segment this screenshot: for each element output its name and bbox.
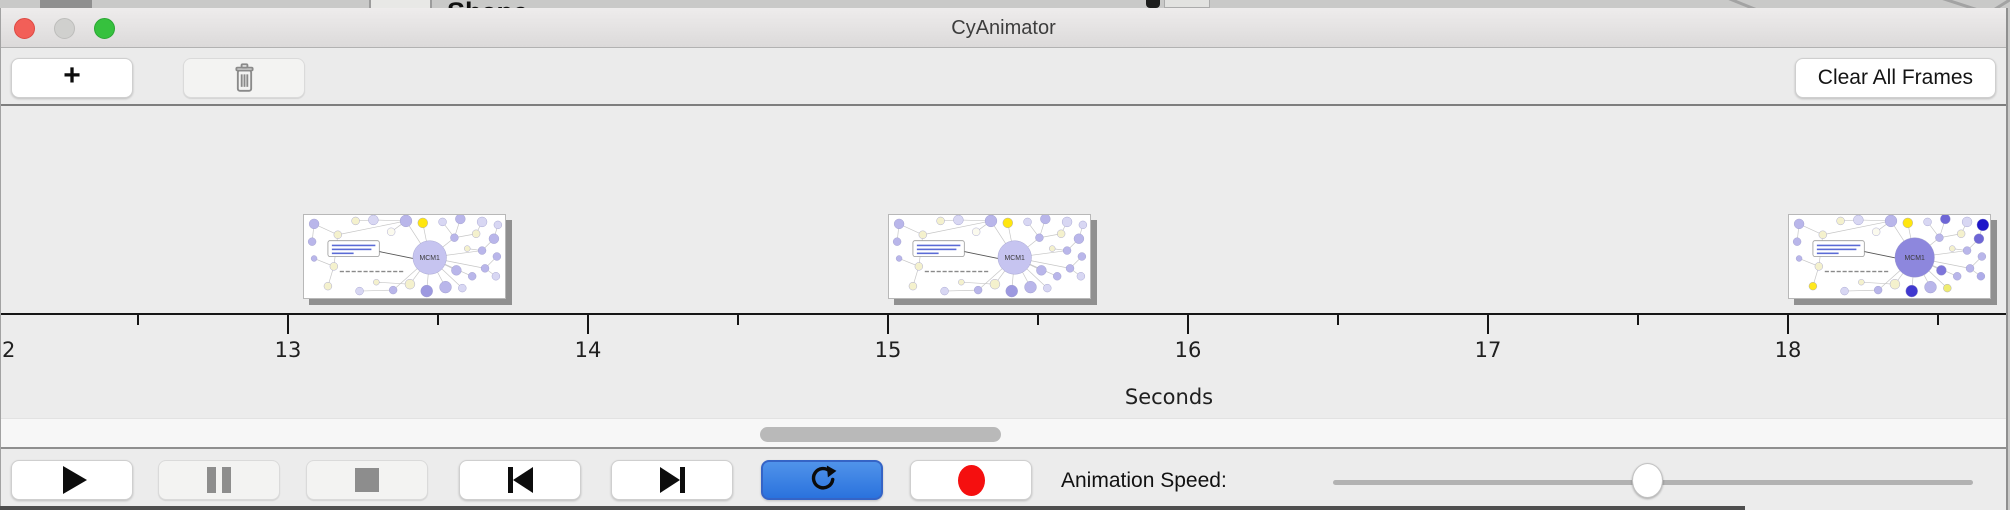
minimize-traffic-light[interactable] bbox=[54, 18, 75, 39]
svg-text:MCM1: MCM1 bbox=[1905, 255, 1925, 262]
svg-text:MCM1: MCM1 bbox=[1005, 255, 1025, 262]
timeline-scrollbar-track[interactable] bbox=[1, 418, 2006, 447]
timeline-axis bbox=[1, 313, 2006, 315]
tick-label: 18 bbox=[1774, 338, 1802, 362]
tick-label: 15 bbox=[874, 338, 902, 362]
frame-thumbnail[interactable]: MCM1 bbox=[303, 214, 506, 299]
tick-label: 13 bbox=[274, 338, 302, 362]
record-button[interactable] bbox=[910, 460, 1032, 500]
skip-to-end-icon bbox=[659, 467, 685, 493]
play-button[interactable] bbox=[11, 460, 133, 500]
minor-tick bbox=[1637, 315, 1639, 325]
minor-tick bbox=[1337, 315, 1339, 325]
play-icon bbox=[63, 466, 87, 494]
plus-icon: + bbox=[63, 59, 81, 92]
speed-slider-thumb[interactable] bbox=[1632, 463, 1663, 498]
tick-label: 14 bbox=[574, 338, 602, 362]
minor-tick bbox=[137, 315, 139, 325]
minor-tick bbox=[737, 315, 739, 325]
frame-thumbnail[interactable]: MCM1 bbox=[888, 214, 1091, 299]
animation-speed-label: Animation Speed: bbox=[1061, 469, 1227, 492]
major-tick bbox=[1187, 315, 1189, 334]
minor-tick bbox=[1037, 315, 1039, 325]
background-fragment bbox=[1164, 0, 1210, 8]
stop-button[interactable] bbox=[306, 460, 428, 500]
playback-controls: Animation Speed: bbox=[1, 447, 2006, 510]
partial-tick-label: 2 bbox=[2, 338, 16, 362]
major-tick bbox=[1787, 315, 1789, 334]
skip-to-end-button[interactable] bbox=[611, 460, 733, 500]
title-bar[interactable]: CyAnimator bbox=[1, 8, 2006, 48]
background-window-edge bbox=[0, 506, 1745, 510]
add-frame-button[interactable]: + bbox=[11, 58, 133, 98]
record-dot-icon bbox=[957, 464, 985, 496]
seconds-axis-label: Seconds bbox=[1124, 385, 1214, 409]
background-fragment bbox=[1146, 0, 1160, 8]
timeline-panel[interactable]: MCM1 MCM1 MCM1 13 14 15 16 17 18 2 Seconds bbox=[1, 108, 2006, 447]
loop-arrow-icon bbox=[811, 465, 837, 490]
skip-to-start-icon bbox=[507, 467, 533, 493]
major-tick bbox=[287, 315, 289, 334]
tick-label: 17 bbox=[1474, 338, 1502, 362]
zoom-traffic-light[interactable] bbox=[94, 18, 115, 39]
loop-button[interactable] bbox=[761, 460, 883, 500]
timeline-scrollbar-thumb[interactable] bbox=[760, 427, 1001, 442]
major-tick bbox=[587, 315, 589, 334]
trash-icon bbox=[234, 63, 254, 92]
window-title: CyAnimator bbox=[951, 17, 1056, 39]
tick-label: 16 bbox=[1174, 338, 1202, 362]
stop-icon bbox=[355, 468, 379, 492]
pause-icon bbox=[207, 467, 231, 493]
minor-tick bbox=[437, 315, 439, 325]
svg-text:MCM1: MCM1 bbox=[420, 255, 440, 262]
background-fragment bbox=[369, 0, 432, 8]
major-tick bbox=[1487, 315, 1489, 334]
cyanimator-window: CyAnimator + Clear All Frame bbox=[0, 8, 2008, 510]
frame-thumbnail[interactable]: MCM1 bbox=[1788, 214, 1991, 299]
delete-frame-button[interactable] bbox=[183, 58, 305, 98]
frame-toolbar: + Clear All Frames bbox=[1, 49, 2006, 106]
pause-button[interactable] bbox=[158, 460, 280, 500]
clear-all-frames-button[interactable]: Clear All Frames bbox=[1794, 58, 1996, 98]
minor-tick bbox=[1937, 315, 1939, 325]
skip-to-start-button[interactable] bbox=[459, 460, 581, 500]
background-shape-label: Shape bbox=[447, 0, 557, 8]
major-tick bbox=[887, 315, 889, 334]
close-traffic-light[interactable] bbox=[14, 18, 35, 39]
background-fragment bbox=[40, 0, 92, 8]
